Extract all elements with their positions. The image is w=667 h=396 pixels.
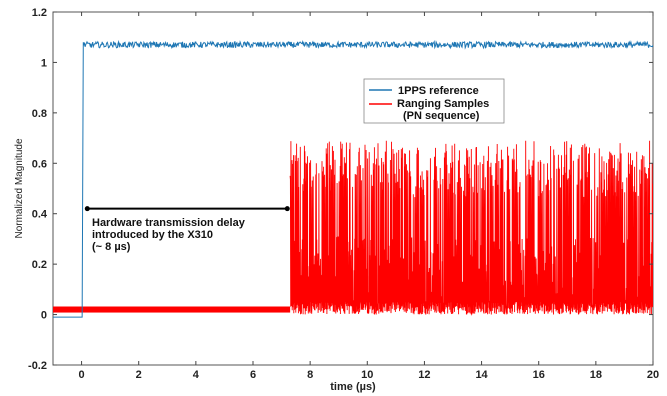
legend-label-ranging: Ranging Samples — [397, 98, 489, 110]
x-tick-label: 2 — [136, 369, 142, 381]
x-tick-label: 16 — [533, 369, 545, 381]
annotation-text-line: (~ 8 µs) — [92, 241, 131, 253]
annotation-arrow-end — [284, 206, 290, 212]
annotation-text-line: introduced by the X310 — [92, 229, 213, 241]
y-axis-title: Normalized Magnitude — [14, 138, 25, 238]
x-tick-label: 20 — [647, 369, 659, 381]
plot-area — [53, 39, 653, 318]
y-tick-label: 0.2 — [32, 259, 47, 271]
x-tick-label: 6 — [250, 369, 256, 381]
y-tick-label: 0.6 — [32, 158, 47, 170]
x-axis-title: time (µs) — [330, 381, 376, 393]
series-1pps — [53, 39, 653, 318]
annotation-text-line: Hardware transmission delay — [92, 217, 246, 229]
x-tick-label: 4 — [193, 369, 200, 381]
annotation-arrow-start — [84, 206, 90, 212]
y-tick-label: 0.4 — [32, 209, 48, 221]
y-tick-label: 0.8 — [32, 108, 47, 120]
legend-box — [363, 78, 505, 124]
y-tick-label: -0.2 — [28, 360, 47, 372]
legend-label-ranging-line2: (PN sequence) — [403, 110, 480, 122]
y-tick-label: 0 — [41, 310, 47, 322]
series-ranging-burst — [289, 140, 653, 316]
y-tick-label: 1 — [41, 57, 47, 69]
x-tick-label: 10 — [361, 369, 373, 381]
x-tick-label: 14 — [475, 369, 488, 381]
x-tick-label: 0 — [79, 369, 85, 381]
x-tick-label: 18 — [590, 369, 602, 381]
y-tick-label: 1.2 — [32, 7, 47, 19]
legend-label-1pps: 1PPS reference — [398, 85, 479, 97]
series-ranging-baseline — [53, 306, 291, 313]
x-tick-label: 8 — [307, 369, 313, 381]
x-tick-label: 12 — [418, 369, 430, 381]
